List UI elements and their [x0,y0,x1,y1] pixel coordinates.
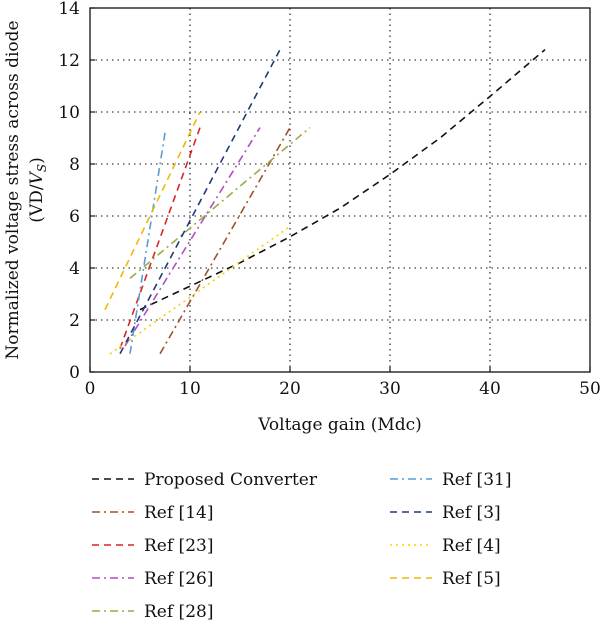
series-line [109,225,291,355]
series-line [159,127,291,355]
series-line [139,48,546,311]
legend-item: Ref [14] [92,503,213,523]
y-tick-label: 12 [58,51,80,71]
y-axis-label-line1: Normalized voltage stress across diode [3,20,23,359]
legend-label: Ref [31] [442,470,511,490]
y-tick-label: 14 [58,0,80,19]
y-axis-label: Normalized voltage stress across diode (… [3,20,49,359]
y-tick-label: 8 [69,155,80,175]
x-axis-label: Voltage gain (Mdc) [257,415,422,435]
legend-label: Ref [5] [442,569,501,589]
x-tick-label: 0 [85,379,96,399]
legend-item: Ref [31] [390,470,511,490]
plot-frame [89,7,591,373]
legend-label: Ref [3] [442,503,501,523]
series-line [104,111,201,310]
legend-label: Ref [23] [144,536,213,556]
series-line [129,132,166,354]
x-tick-label: 50 [579,379,600,399]
series-line [119,49,281,355]
legend-label: Ref [28] [144,602,213,622]
legend-item: Ref [5] [390,569,501,589]
legend-item: Ref [3] [390,503,501,523]
legend-item: Proposed Converter [92,470,318,490]
x-tick-label: 40 [479,379,501,399]
legend-label: Ref [26] [144,569,213,589]
y-tick-label: 10 [58,103,80,123]
x-tick-label: 10 [179,379,201,399]
axis-ticks: 0 10 20 30 40 50 0 2 4 6 8 10 12 14 [58,0,600,399]
y-tick-label: 4 [69,259,80,279]
legend: Proposed Converter Ref [14] Ref [23] Ref [2… [92,470,511,622]
series-line [129,126,311,280]
x-tick-label: 20 [279,379,301,399]
grid [90,8,590,372]
y-tick-label: 0 [69,363,80,383]
series-line [124,127,261,347]
legend-label: Ref [14] [144,503,213,523]
legend-item: Ref [28] [92,602,213,622]
y-tick-label: 2 [69,311,80,331]
legend-label: Proposed Converter [144,470,318,490]
legend-item: Ref [26] [92,569,213,589]
series-lines [104,48,546,355]
x-tick-label: 30 [379,379,401,399]
legend-item: Ref [23] [92,536,213,556]
series-line [119,127,201,349]
y-axis-label-line2: (VD/VS) [27,157,49,222]
legend-item: Ref [4] [390,536,501,556]
y-tick-label: 6 [69,207,80,227]
legend-label: Ref [4] [442,536,501,556]
